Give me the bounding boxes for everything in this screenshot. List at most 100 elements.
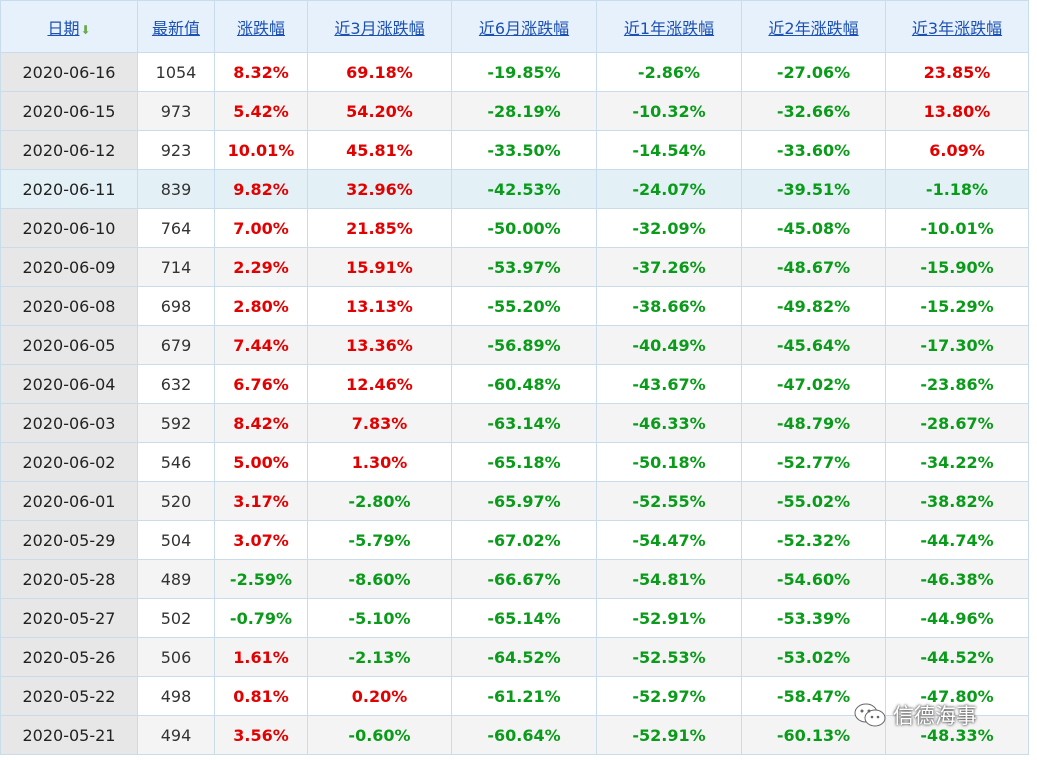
cell-change-3m: 54.20% (307, 91, 452, 131)
cell-change: 2.29% (214, 247, 308, 287)
header-change[interactable]: 涨跌幅 (214, 0, 308, 53)
cell-latest: 923 (137, 130, 215, 170)
cell-date: 2020-05-28 (0, 559, 138, 599)
cell-change-3m: 45.81% (307, 130, 452, 170)
cell-change-2y: -32.66% (741, 91, 886, 131)
table-header-row: 日期⬇ 最新值 涨跌幅 近3月涨跌幅 近6月涨跌幅 近1年涨跌幅 近2年涨跌幅 … (0, 0, 1029, 53)
cell-change-2y: -54.60% (741, 559, 886, 599)
cell-date: 2020-06-15 (0, 91, 138, 131)
cell-latest: 679 (137, 325, 215, 365)
cell-change-3m: 1.30% (307, 442, 452, 482)
cell-date: 2020-06-03 (0, 403, 138, 443)
cell-change-6m: -50.00% (451, 208, 597, 248)
cell-change: 5.00% (214, 442, 308, 482)
cell-latest: 494 (137, 715, 215, 755)
cell-latest: 502 (137, 598, 215, 638)
cell-change-3y: -23.86% (885, 364, 1029, 404)
cell-latest: 698 (137, 286, 215, 326)
cell-change-3m: 0.20% (307, 676, 452, 716)
cell-date: 2020-06-12 (0, 130, 138, 170)
cell-change: -2.59% (214, 559, 308, 599)
cell-change-6m: -60.64% (451, 715, 597, 755)
cell-change-1y: -52.55% (596, 481, 742, 521)
cell-change-2y: -53.39% (741, 598, 886, 638)
cell-date: 2020-06-10 (0, 208, 138, 248)
cell-change-2y: -52.77% (741, 442, 886, 482)
cell-change-6m: -28.19% (451, 91, 597, 131)
header-change-link[interactable]: 涨跌幅 (236, 18, 285, 38)
cell-change-3y: -46.38% (885, 559, 1029, 599)
cell-change-2y: -39.51% (741, 169, 886, 209)
cell-change-3m: 13.36% (307, 325, 452, 365)
cell-change: 7.44% (214, 325, 308, 365)
cell-date: 2020-06-04 (0, 364, 138, 404)
cell-change-1y: -40.49% (596, 325, 742, 365)
cell-change-3m: 32.96% (307, 169, 452, 209)
cell-change-3y: -28.67% (885, 403, 1029, 443)
cell-date: 2020-06-05 (0, 325, 138, 365)
cell-change-6m: -56.89% (451, 325, 597, 365)
cell-latest: 714 (137, 247, 215, 287)
table-row: 2020-05-27 502 -0.79% -5.10% -65.14% -52.91% -… (0, 598, 1029, 638)
header-3y-change[interactable]: 近3年涨跌幅 (885, 0, 1029, 53)
header-1y-link[interactable]: 近1年涨跌幅 (623, 18, 715, 38)
cell-latest: 504 (137, 520, 215, 560)
cell-latest: 632 (137, 364, 215, 404)
cell-change-3y: 23.85% (885, 52, 1029, 92)
cell-change: 10.01% (214, 130, 308, 170)
cell-change: -0.79% (214, 598, 308, 638)
cell-change-6m: -53.97% (451, 247, 597, 287)
cell-change-3m: 21.85% (307, 208, 452, 248)
cell-change-6m: -65.97% (451, 481, 597, 521)
cell-date: 2020-06-11 (0, 169, 138, 209)
cell-change-6m: -42.53% (451, 169, 597, 209)
cell-change-1y: -38.66% (596, 286, 742, 326)
cell-change-2y: -58.47% (741, 676, 886, 716)
cell-date: 2020-05-27 (0, 598, 138, 638)
cell-change-1y: -54.81% (596, 559, 742, 599)
cell-change-2y: -55.02% (741, 481, 886, 521)
cell-change-6m: -63.14% (451, 403, 597, 443)
cell-change-2y: -52.32% (741, 520, 886, 560)
cell-change-3m: -5.79% (307, 520, 452, 560)
header-3m-change[interactable]: 近3月涨跌幅 (307, 0, 452, 53)
header-2y-change[interactable]: 近2年涨跌幅 (741, 0, 886, 53)
cell-change-3y: -15.90% (885, 247, 1029, 287)
cell-change-6m: -67.02% (451, 520, 597, 560)
cell-change-3m: -2.13% (307, 637, 452, 677)
cell-change-2y: -45.08% (741, 208, 886, 248)
header-date-link[interactable]: 日期⬇ (47, 18, 91, 38)
cell-change: 7.00% (214, 208, 308, 248)
table-row: 2020-06-15 973 5.42% 54.20% -28.19% -10.32% -3… (0, 91, 1029, 131)
cell-change-3y: -15.29% (885, 286, 1029, 326)
cell-latest: 1054 (137, 52, 215, 92)
header-latest[interactable]: 最新值 (137, 0, 215, 53)
header-date[interactable]: 日期⬇ (0, 0, 138, 53)
table-row: 2020-06-02 546 5.00% 1.30% -65.18% -50.18% -52… (0, 442, 1029, 482)
header-3y-link[interactable]: 近3年涨跌幅 (911, 18, 1003, 38)
cell-latest: 764 (137, 208, 215, 248)
header-6m-link[interactable]: 近6月涨跌幅 (478, 18, 570, 38)
cell-change-3m: 15.91% (307, 247, 452, 287)
cell-change-3m: -2.80% (307, 481, 452, 521)
cell-change-1y: -43.67% (596, 364, 742, 404)
cell-latest: 592 (137, 403, 215, 443)
cell-change-1y: -24.07% (596, 169, 742, 209)
table-row: 2020-05-29 504 3.07% -5.79% -67.02% -54.47% -5… (0, 520, 1029, 560)
header-1y-change[interactable]: 近1年涨跌幅 (596, 0, 742, 53)
table-row: 2020-06-09 714 2.29% 15.91% -53.97% -37.26% -4… (0, 247, 1029, 287)
header-6m-change[interactable]: 近6月涨跌幅 (451, 0, 597, 53)
cell-change: 5.42% (214, 91, 308, 131)
cell-date: 2020-06-09 (0, 247, 138, 287)
cell-change-2y: -47.02% (741, 364, 886, 404)
header-latest-link[interactable]: 最新值 (151, 18, 200, 38)
cell-date: 2020-06-16 (0, 52, 138, 92)
header-2y-link[interactable]: 近2年涨跌幅 (768, 18, 859, 38)
header-3m-link[interactable]: 近3月涨跌幅 (334, 18, 425, 38)
cell-change-6m: -33.50% (451, 130, 597, 170)
cell-change: 2.80% (214, 286, 308, 326)
cell-change-3m: 12.46% (307, 364, 452, 404)
cell-change-3y: -34.22% (885, 442, 1029, 482)
cell-change-1y: -46.33% (596, 403, 742, 443)
